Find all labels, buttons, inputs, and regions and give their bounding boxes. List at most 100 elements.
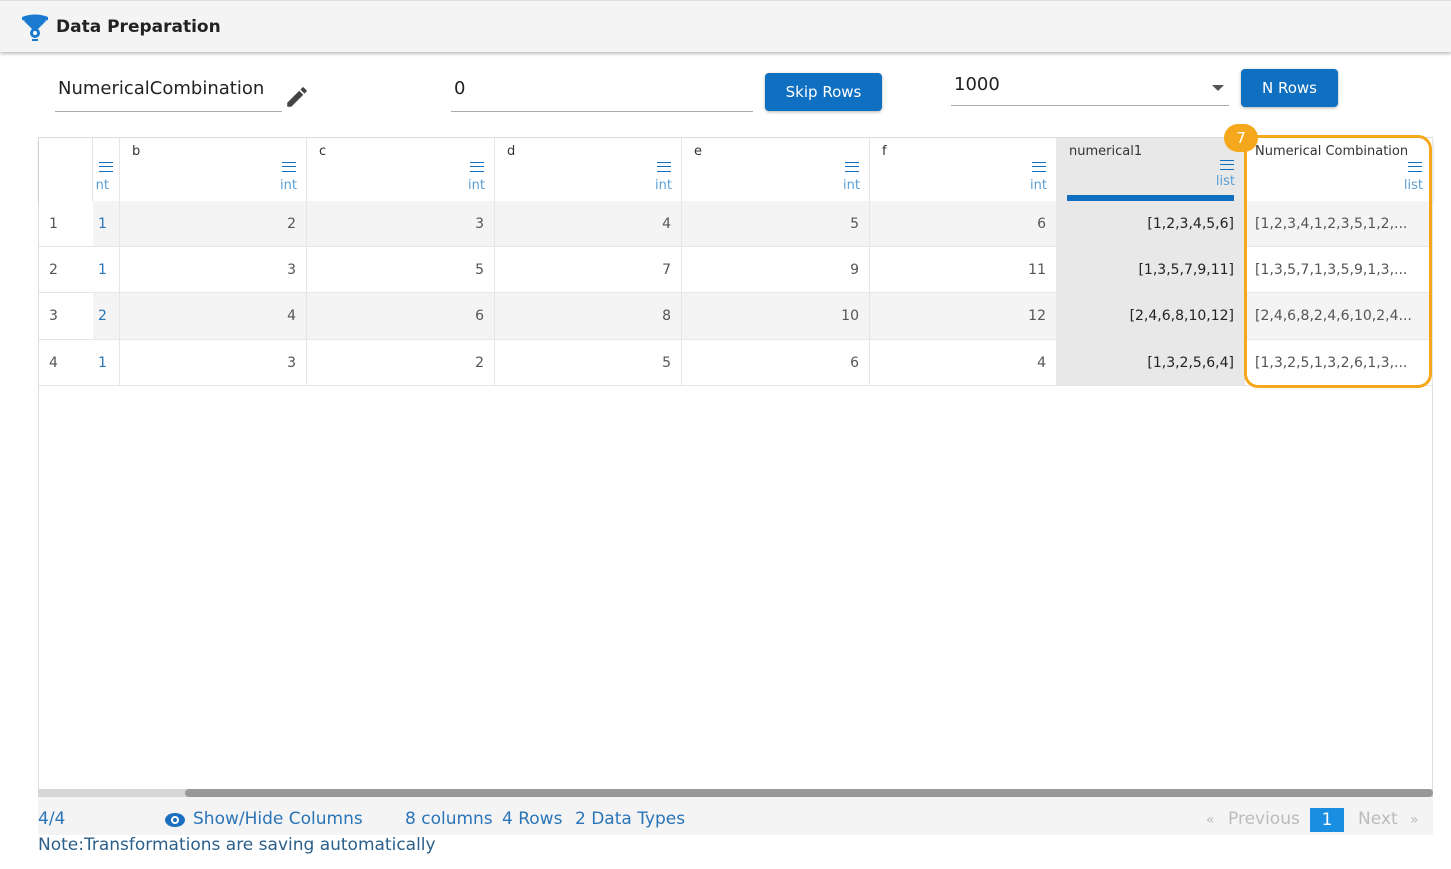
column-selected-bar [1067, 195, 1234, 201]
column-name: b [132, 144, 141, 159]
table-cell[interactable]: 2 [120, 201, 307, 246]
column-menu-icon[interactable] [1220, 160, 1234, 170]
column-header[interactable]: d int [495, 138, 682, 201]
column-menu-icon[interactable] [657, 162, 671, 172]
horizontal-scrollbar[interactable] [38, 789, 1433, 797]
table-cell[interactable]: 10 [682, 293, 870, 339]
page-1-button[interactable]: 1 [1310, 808, 1344, 832]
table-row[interactable]: 3 2 4 6 8 10 12 [2,4,6,8,10,12] [2,4,6,8,2,4,6,1… [39, 293, 1433, 340]
page-title: Data Preparation [56, 16, 221, 37]
column-type: int [843, 178, 860, 193]
rows-count: 4 Rows [502, 809, 563, 829]
table-row[interactable]: 2 1 3 5 7 9 11 [1,3,5,7,9,11] [1,3,5,7,1,3,5,9,1… [39, 247, 1433, 293]
column-type: list [1403, 178, 1423, 193]
table-row[interactable]: 4 1 3 2 5 6 4 [1,3,2,5,6,4] [1,3,2,5,1,3,2,6,1,3… [39, 340, 1433, 386]
table-cell[interactable]: 6 [307, 293, 495, 339]
row-count: 4/4 [38, 809, 66, 829]
column-header[interactable]: b int [120, 138, 307, 201]
table-cell[interactable]: 4 [495, 201, 682, 246]
column-type: list [1215, 174, 1235, 189]
table-cell[interactable]: [2,4,6,8,2,4,6,10,2,4... [1245, 293, 1433, 339]
next-button[interactable]: Next [1358, 809, 1398, 829]
column-menu-icon[interactable] [99, 162, 113, 172]
table-cell[interactable]: [1,3,2,5,6,4] [1057, 340, 1245, 385]
column-menu-icon[interactable] [470, 162, 484, 172]
table-cell[interactable]: [1,2,3,4,5,6] [1057, 201, 1245, 246]
table-cell[interactable]: 5 [682, 201, 870, 246]
table-cell[interactable]: 1 [93, 340, 120, 385]
dataset-name-field[interactable]: NumericalCombination [55, 78, 282, 112]
columns-count: 8 columns [405, 809, 493, 829]
column-name: numerical1 [1069, 144, 1143, 159]
show-hide-columns-link[interactable]: Show/Hide Columns [193, 809, 363, 829]
table-cell[interactable]: [1,3,5,7,9,11] [1057, 247, 1245, 292]
column-name: c [319, 144, 327, 159]
column-header[interactable]: numerical1 list [1057, 138, 1245, 201]
table-cell[interactable]: 9 [682, 247, 870, 292]
next-chevron-icon[interactable]: » [1410, 812, 1419, 828]
column-name: Numerical Combination [1255, 144, 1409, 159]
data-grid: nt b int c int d int e int f int numerical1 list Nume… [38, 137, 1433, 797]
data-preparation-icon [22, 14, 48, 41]
column-menu-icon[interactable] [282, 162, 296, 172]
row-index: 2 [39, 247, 93, 292]
table-cell[interactable]: [1,2,3,4,1,2,3,5,1,2,... [1245, 201, 1433, 246]
column-name: d [507, 144, 516, 159]
grid-footer: 4/4 Show/Hide Columns 8 columns 4 Rows 2… [38, 797, 1433, 835]
grid-header: nt b int c int d int e int f int numerical1 list Nume… [39, 138, 1433, 201]
previous-button[interactable]: Previous [1228, 809, 1300, 829]
row-index: 1 [39, 201, 93, 246]
data-types-count: 2 Data Types [575, 809, 686, 829]
table-cell[interactable]: 11 [870, 247, 1057, 292]
table-cell[interactable]: 4 [870, 340, 1057, 385]
table-cell[interactable]: 5 [495, 340, 682, 385]
chevron-down-icon [1212, 85, 1224, 91]
table-cell[interactable]: 3 [120, 247, 307, 292]
eye-icon[interactable] [164, 812, 186, 828]
table-cell[interactable]: 3 [120, 340, 307, 385]
table-cell[interactable]: 1 [93, 201, 120, 246]
column-menu-icon[interactable] [1408, 162, 1422, 172]
column-header[interactable]: c int [307, 138, 495, 201]
top-bar: Data Preparation [0, 0, 1451, 52]
edit-pencil-icon[interactable] [284, 84, 310, 110]
n-rows-button[interactable]: N Rows [1241, 69, 1338, 107]
autosave-note: Note:Transformations are saving automati… [38, 835, 436, 855]
column-header[interactable]: Numerical Combination list [1245, 138, 1433, 201]
table-cell[interactable]: 1 [93, 247, 120, 292]
table-row[interactable]: 1 1 2 3 4 5 6 [1,2,3,4,5,6] [1,2,3,4,1,2,3,5,1,2… [39, 201, 1433, 247]
table-cell[interactable]: 3 [307, 201, 495, 246]
prev-chevron-icon[interactable]: « [1206, 812, 1215, 828]
column-type: int [468, 178, 485, 193]
column-header[interactable]: nt [93, 138, 120, 201]
column-header[interactable]: f int [870, 138, 1057, 201]
table-cell[interactable]: 4 [120, 293, 307, 339]
column-menu-icon[interactable] [845, 162, 859, 172]
table-cell[interactable]: [1,3,2,5,1,3,2,6,1,3,... [1245, 340, 1433, 385]
step-badge: 7 [1224, 124, 1258, 152]
column-name: e [694, 144, 702, 159]
table-cell[interactable]: 6 [682, 340, 870, 385]
column-header[interactable]: e int [682, 138, 870, 201]
row-index: 4 [39, 340, 93, 385]
column-menu-icon[interactable] [1032, 162, 1046, 172]
skip-rows-button[interactable]: Skip Rows [765, 73, 882, 111]
table-cell[interactable]: 8 [495, 293, 682, 339]
skip-rows-input[interactable]: 0 [451, 78, 753, 112]
scrollbar-thumb[interactable] [185, 789, 1433, 797]
table-cell[interactable]: 5 [307, 247, 495, 292]
table-cell[interactable]: 12 [870, 293, 1057, 339]
table-cell[interactable]: 2 [93, 293, 120, 339]
table-cell[interactable]: [2,4,6,8,10,12] [1057, 293, 1245, 339]
column-type: nt [95, 178, 109, 193]
table-cell[interactable]: 2 [307, 340, 495, 385]
table-cell[interactable]: 6 [870, 201, 1057, 246]
rows-count-select[interactable]: 1000 [951, 74, 1229, 106]
column-type: int [280, 178, 297, 193]
column-name: f [882, 144, 887, 159]
table-cell[interactable]: [1,3,5,7,1,3,5,9,1,3,... [1245, 247, 1433, 292]
table-cell[interactable]: 7 [495, 247, 682, 292]
index-header [39, 138, 93, 201]
column-type: int [1030, 178, 1047, 193]
row-index: 3 [39, 293, 93, 339]
